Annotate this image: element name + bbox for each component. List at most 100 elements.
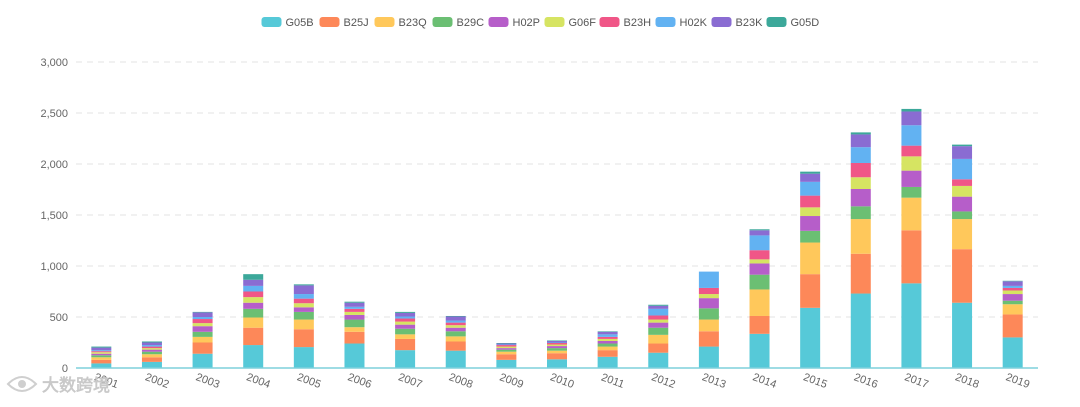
bar-segment-G05B-2006[interactable] xyxy=(344,343,365,368)
bar-segment-B25J-2003[interactable] xyxy=(192,342,213,354)
bar-segment-B23K-2014[interactable] xyxy=(749,230,770,236)
bar-segment-B25J-2009[interactable] xyxy=(496,354,517,360)
bar-segment-B23K-2019[interactable] xyxy=(1002,281,1023,286)
legend-item-B23K[interactable]: B23K xyxy=(711,17,764,29)
bar-segment-B23K-2003[interactable] xyxy=(192,312,213,317)
bar-segment-B23Q-2013[interactable] xyxy=(698,319,719,332)
bar-segment-H02P-2012[interactable] xyxy=(648,322,669,328)
bar-segment-G05D-2003[interactable] xyxy=(192,311,213,313)
bar-segment-B25J-2012[interactable] xyxy=(648,343,669,353)
bar-segment-B23Q-2012[interactable] xyxy=(648,334,669,344)
bar-segment-B23K-2005[interactable] xyxy=(293,285,314,295)
bar-segment-G05D-2004[interactable] xyxy=(243,274,264,280)
bar-segment-B23Q-2010[interactable] xyxy=(547,350,567,354)
bar-segment-B23Q-2004[interactable] xyxy=(243,317,264,328)
bar-segment-B29C-2018[interactable] xyxy=(952,211,973,220)
legend-item-B23Q[interactable]: B23Q xyxy=(374,17,428,29)
bar-stack-2013[interactable] xyxy=(698,271,719,368)
bar-segment-B23K-2004[interactable] xyxy=(243,279,264,286)
bar-segment-G06F-2018[interactable] xyxy=(952,185,973,197)
bar-segment-H02P-2018[interactable] xyxy=(952,196,973,212)
bar-segment-B23H-2003[interactable] xyxy=(192,319,213,324)
bar-segment-G05D-2018[interactable] xyxy=(952,144,973,147)
bar-segment-B23Q-2002[interactable] xyxy=(141,354,162,358)
bar-segment-H02P-2019[interactable] xyxy=(1002,294,1023,301)
bar-segment-B23Q-2015[interactable] xyxy=(800,242,821,275)
bar-segment-G05D-2015[interactable] xyxy=(800,171,821,174)
bar-segment-G06F-2001[interactable] xyxy=(91,352,112,354)
bar-segment-G05B-2017[interactable] xyxy=(901,283,922,368)
bar-segment-H02P-2009[interactable] xyxy=(496,348,517,350)
bar-stack-2019[interactable] xyxy=(1002,280,1023,368)
bar-segment-H02K-2019[interactable] xyxy=(1002,285,1023,288)
bar-segment-B23Q-2017[interactable] xyxy=(901,197,922,231)
bar-segment-G05B-2016[interactable] xyxy=(850,293,871,368)
bar-segment-B29C-2019[interactable] xyxy=(1002,300,1023,305)
bar-segment-G05B-2010[interactable] xyxy=(547,359,567,368)
bar-segment-H02P-2015[interactable] xyxy=(800,216,821,231)
bar-stack-2012[interactable] xyxy=(648,304,669,368)
bar-segment-H02P-2008[interactable] xyxy=(445,327,466,332)
bar-stack-2018[interactable] xyxy=(952,144,973,368)
bar-segment-B23H-2019[interactable] xyxy=(1002,287,1023,291)
bar-segment-B23H-2006[interactable] xyxy=(344,308,365,312)
bar-segment-B25J-2014[interactable] xyxy=(749,315,770,334)
bar-segment-H02K-2006[interactable] xyxy=(344,306,365,309)
bar-segment-B23K-2007[interactable] xyxy=(395,312,416,317)
bar-stack-2017[interactable] xyxy=(901,108,922,368)
bar-segment-B29C-2007[interactable] xyxy=(395,328,416,335)
bar-segment-H02P-2011[interactable] xyxy=(597,340,618,344)
bar-segment-B25J-2004[interactable] xyxy=(243,327,264,346)
bar-segment-B23K-2017[interactable] xyxy=(901,111,922,126)
bar-segment-B23Q-2019[interactable] xyxy=(1002,304,1023,315)
bar-segment-H02K-2008[interactable] xyxy=(445,320,466,323)
bar-segment-G05D-2001[interactable] xyxy=(91,346,112,348)
bar-segment-H02K-2015[interactable] xyxy=(800,181,821,196)
bar-segment-B25J-2017[interactable] xyxy=(901,230,922,284)
bar-segment-B23H-2004[interactable] xyxy=(243,291,264,298)
bar-segment-G06F-2011[interactable] xyxy=(597,338,618,341)
bar-segment-B29C-2004[interactable] xyxy=(243,308,264,318)
bar-segment-B23H-2011[interactable] xyxy=(597,336,618,339)
bar-segment-B29C-2015[interactable] xyxy=(800,230,821,243)
bar-segment-B23Q-2008[interactable] xyxy=(445,336,466,342)
bar-segment-B23H-2012[interactable] xyxy=(648,315,669,320)
bar-segment-B29C-2011[interactable] xyxy=(597,343,618,347)
bar-segment-B23H-2010[interactable] xyxy=(547,343,567,345)
bar-stack-2003[interactable] xyxy=(192,311,213,368)
bar-segment-G05B-2004[interactable] xyxy=(243,345,264,368)
legend-item-B23H[interactable]: B23H xyxy=(599,17,652,29)
bar-segment-H02K-2009[interactable] xyxy=(496,344,517,346)
bar-segment-B23Q-2018[interactable] xyxy=(952,219,973,250)
bar-segment-B25J-2011[interactable] xyxy=(597,350,618,357)
bar-segment-G06F-2003[interactable] xyxy=(192,323,213,327)
bar-segment-B29C-2017[interactable] xyxy=(901,186,922,198)
bar-segment-B23Q-2009[interactable] xyxy=(496,351,517,355)
legend-item-G05B[interactable]: G05B xyxy=(261,17,314,29)
bar-segment-B25J-2002[interactable] xyxy=(141,357,162,362)
legend-item-B29C[interactable]: B29C xyxy=(432,17,485,29)
bar-stack-2014[interactable] xyxy=(749,229,770,368)
bar-segment-B29C-2012[interactable] xyxy=(648,327,669,335)
bar-segment-G05D-2010[interactable] xyxy=(547,340,567,341)
bar-segment-G06F-2012[interactable] xyxy=(648,319,669,323)
bar-stack-2011[interactable] xyxy=(597,331,618,368)
bar-segment-B23H-2014[interactable] xyxy=(749,250,770,260)
bar-segment-H02K-2014[interactable] xyxy=(749,235,770,251)
bar-segment-B23K-2002[interactable] xyxy=(141,342,162,346)
bar-segment-H02P-2005[interactable] xyxy=(293,307,314,312)
bar-segment-B23K-2018[interactable] xyxy=(952,146,973,159)
bar-segment-H02P-2007[interactable] xyxy=(395,324,416,329)
bar-segment-G06F-2013[interactable] xyxy=(698,294,719,299)
bar-segment-H02K-2007[interactable] xyxy=(395,316,416,319)
bar-segment-B29C-2006[interactable] xyxy=(344,319,365,328)
bar-segment-G06F-2008[interactable] xyxy=(445,325,466,328)
bar-segment-B23K-2001[interactable] xyxy=(91,347,112,351)
bar-segment-G05B-2014[interactable] xyxy=(749,333,770,368)
bar-segment-B23H-2016[interactable] xyxy=(850,162,871,178)
bar-segment-B23H-2005[interactable] xyxy=(293,298,314,304)
bar-segment-H02P-2003[interactable] xyxy=(192,326,213,332)
bar-segment-B23K-2006[interactable] xyxy=(344,302,365,307)
bar-segment-G05D-2012[interactable] xyxy=(648,304,669,306)
bar-segment-B23H-2013[interactable] xyxy=(698,287,719,295)
